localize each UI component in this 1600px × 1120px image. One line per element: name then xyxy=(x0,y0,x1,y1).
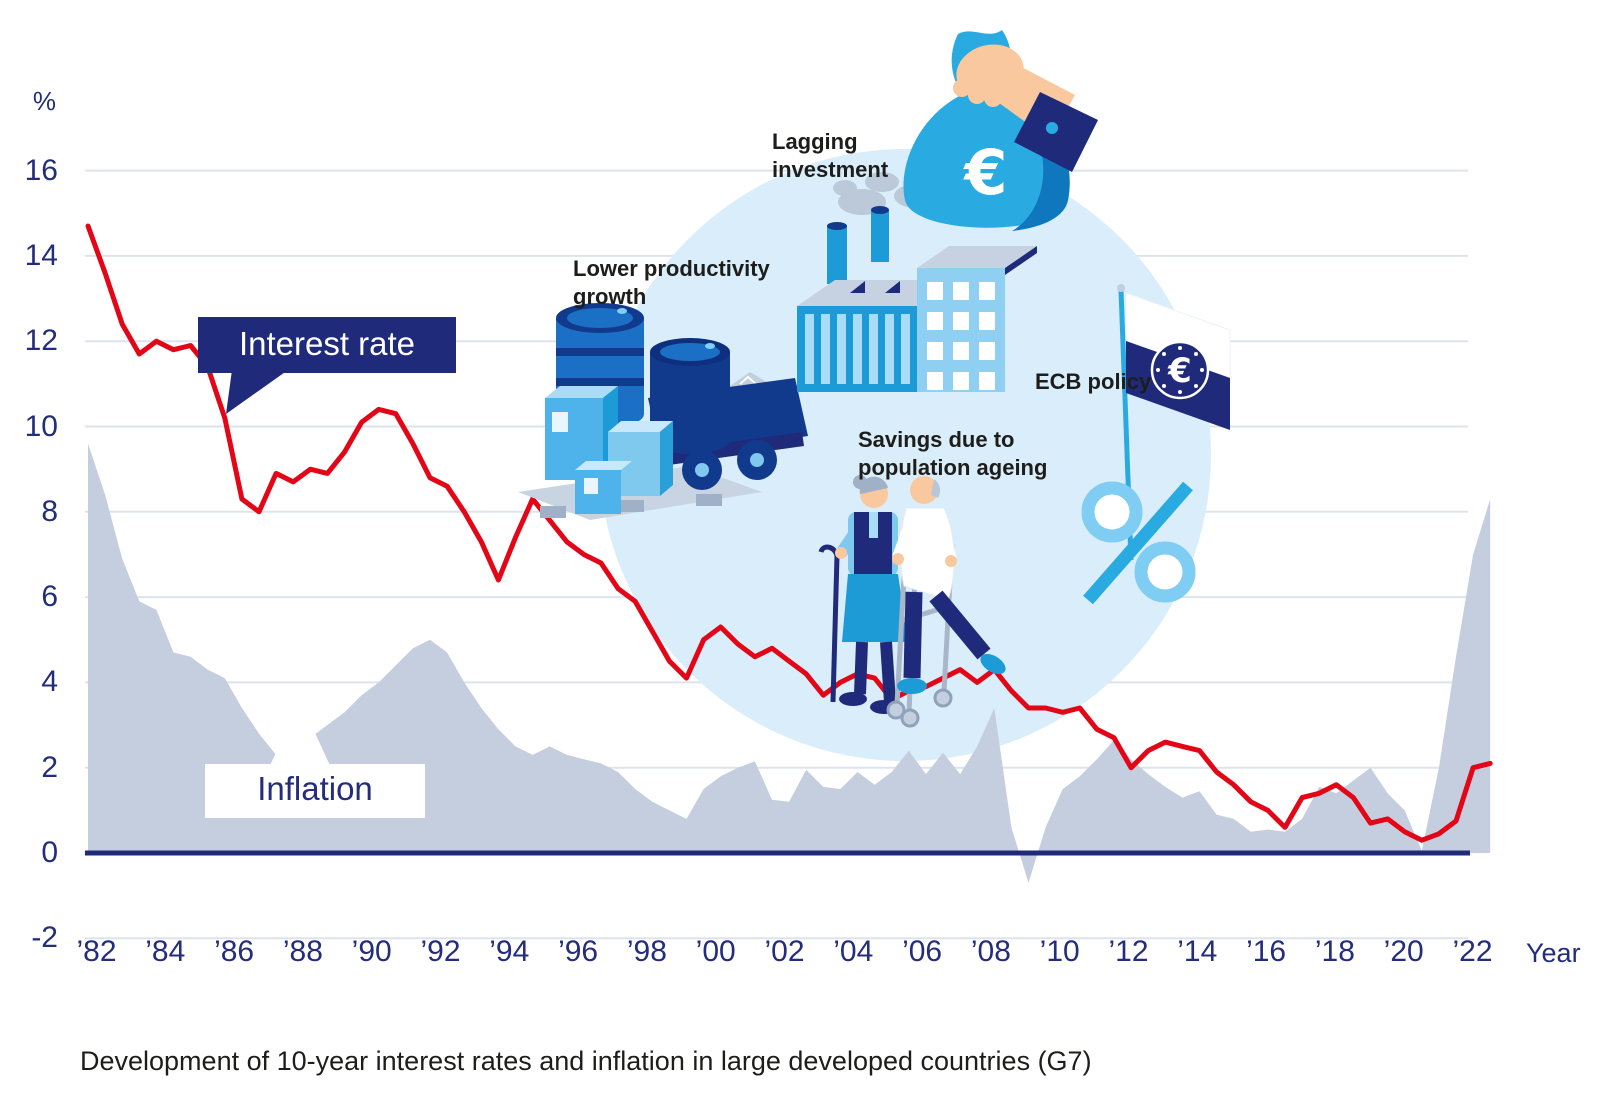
interest-rate-callout xyxy=(198,317,456,414)
y-tick-label: 6 xyxy=(41,580,58,614)
x-tick-label: ’10 xyxy=(1039,935,1080,968)
x-tick-label: ’98 xyxy=(626,935,667,968)
y-tick-label: 0 xyxy=(41,836,58,869)
x-tick-label: ’22 xyxy=(1452,935,1493,968)
x-tick-label: ’06 xyxy=(902,935,943,968)
x-tick-label: ’90 xyxy=(351,935,392,968)
y-tick-label: 8 xyxy=(41,494,58,528)
x-tick-label: ’00 xyxy=(695,935,736,968)
y-tick-label: 4 xyxy=(41,665,58,699)
x-tick-label: ’86 xyxy=(214,935,255,968)
inflation-label: Inflation xyxy=(257,770,373,807)
chart-caption: Development of 10-year interest rates an… xyxy=(80,1046,1092,1076)
x-tick-label: ’04 xyxy=(833,935,874,968)
inflation-area xyxy=(88,443,1491,883)
x-tick-label: ’94 xyxy=(489,935,530,968)
background-circle xyxy=(599,149,1211,761)
x-tick-label: ’84 xyxy=(145,935,186,968)
x-tick-label: ’16 xyxy=(1246,935,1287,968)
x-tick-label: ’96 xyxy=(558,935,599,968)
factory-icon xyxy=(797,154,1037,392)
x-tick-label: ’02 xyxy=(764,935,805,968)
annotation-ecb-policy: ECB policy xyxy=(1035,369,1152,394)
inflation-callout xyxy=(205,700,425,818)
x-tick-label: ’88 xyxy=(282,935,323,968)
y-tick-label: -2 xyxy=(31,921,58,955)
ecb-flag-icon: € xyxy=(1117,284,1231,561)
chart-series xyxy=(85,223,1493,883)
cargo-barrels-icon xyxy=(518,303,808,520)
y-tick-label: 10 xyxy=(24,409,58,443)
x-tick-label: ’92 xyxy=(420,935,461,968)
euro-symbol-on-bag: € xyxy=(962,136,1007,209)
percent-icon xyxy=(1081,481,1196,605)
y-axis-unit-label: % xyxy=(32,86,56,116)
annotation-lagging-investment: Lagging investment xyxy=(772,129,889,182)
x-axis-unit-label: Year xyxy=(1526,938,1581,968)
x-tick-label: ’82 xyxy=(76,935,117,968)
money-bag-icon: € xyxy=(903,30,1098,231)
x-tick-label: ’18 xyxy=(1314,935,1355,968)
y-tick-label: 14 xyxy=(24,238,58,272)
x-tick-label: ’14 xyxy=(1177,935,1218,968)
y-tick-label: 16 xyxy=(24,153,58,187)
annotation-savings-ageing: Savings due to population ageing xyxy=(858,427,1048,480)
x-tick-label: ’12 xyxy=(1108,935,1149,968)
star-dots xyxy=(1156,346,1204,394)
annotation-lower-productivity: Lower productivity growth xyxy=(573,256,770,309)
x-tick-label: ’08 xyxy=(970,935,1011,968)
interest-rate-label: Interest rate xyxy=(238,325,416,362)
euro-symbol-on-flag: € xyxy=(1167,351,1192,391)
elderly-couple-icon xyxy=(818,475,1006,728)
y-tick-label: 2 xyxy=(41,750,58,784)
x-tick-label: ’20 xyxy=(1383,935,1424,968)
interest-rate-line xyxy=(85,223,1493,843)
y-tick-label: 12 xyxy=(24,324,58,358)
